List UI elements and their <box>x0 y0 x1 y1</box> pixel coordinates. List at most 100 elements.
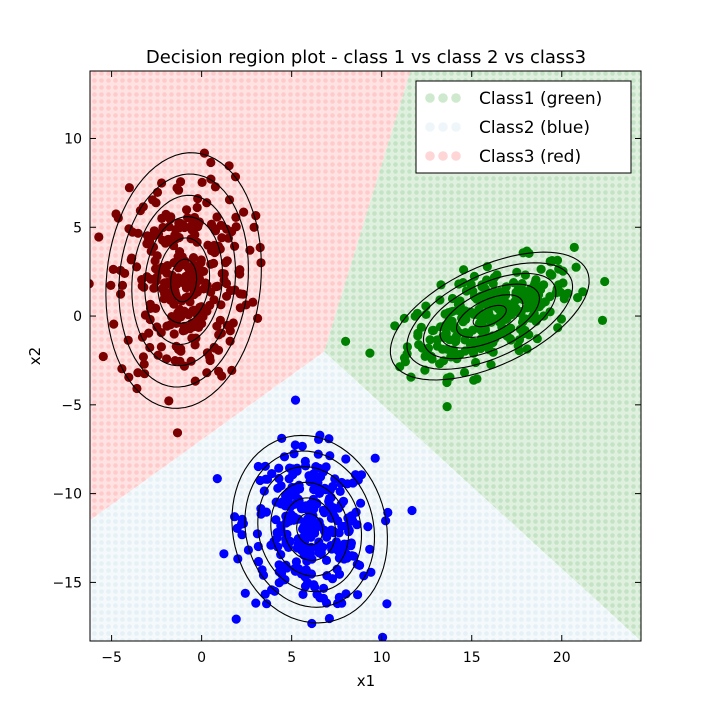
y-tick-label: −5 <box>61 398 82 414</box>
data-point <box>552 284 562 294</box>
data-point <box>460 306 470 316</box>
data-point <box>179 361 189 371</box>
legend-marker-dot <box>438 93 448 103</box>
data-point <box>571 262 581 272</box>
data-point <box>145 236 155 246</box>
data-point <box>221 278 232 289</box>
data-point <box>536 264 546 274</box>
contours-series-1 <box>389 251 590 381</box>
data-point <box>459 265 469 275</box>
data-point <box>348 478 358 488</box>
data-point <box>150 256 160 266</box>
data-point <box>520 270 531 280</box>
data-point <box>230 241 240 251</box>
data-point <box>324 434 334 444</box>
data-point <box>569 242 579 252</box>
data-point <box>506 323 516 333</box>
data-point <box>307 618 317 629</box>
data-point <box>471 357 481 368</box>
y-axis-label: x2 <box>26 347 44 365</box>
data-point <box>137 275 147 285</box>
data-point <box>526 300 536 310</box>
data-point <box>267 585 277 595</box>
data-point <box>378 632 388 641</box>
data-point <box>322 571 332 581</box>
data-point <box>251 211 261 221</box>
data-point <box>241 300 251 310</box>
data-point <box>421 301 431 311</box>
data-point <box>158 235 168 245</box>
data-point <box>219 549 229 559</box>
data-point <box>412 308 422 318</box>
legend-entry-class1: Class1 (green) <box>425 89 602 109</box>
data-point <box>365 544 375 554</box>
data-point <box>455 349 465 359</box>
data-point <box>451 333 461 343</box>
data-point <box>251 598 261 608</box>
data-point <box>502 314 512 324</box>
data-point <box>149 283 159 293</box>
data-point <box>324 493 334 504</box>
data-point <box>157 178 167 188</box>
data-point <box>195 302 205 312</box>
data-point <box>260 589 270 599</box>
data-point <box>425 351 435 361</box>
data-point <box>262 599 272 609</box>
data-point <box>453 305 463 315</box>
legend-entry-class2: Class2 (blue) <box>425 118 590 138</box>
data-point <box>117 280 128 290</box>
data-point <box>210 226 221 236</box>
data-point <box>231 614 241 624</box>
data-point <box>445 372 455 382</box>
y-tick-label: −10 <box>52 487 82 503</box>
x-axis-label: x1 <box>357 672 375 690</box>
data-point <box>209 295 219 305</box>
data-point <box>443 308 453 318</box>
contour-line <box>231 434 388 624</box>
contour-line <box>170 258 198 303</box>
y-tick-label: 5 <box>73 220 82 236</box>
data-point <box>314 548 324 558</box>
data-point <box>182 205 192 215</box>
contour-line <box>157 237 211 324</box>
contour-line <box>144 216 224 345</box>
contour-line <box>422 272 557 360</box>
data-point <box>304 471 314 481</box>
data-point <box>186 356 196 366</box>
data-point <box>202 198 212 208</box>
data-point <box>220 258 231 268</box>
data-point <box>156 328 166 338</box>
data-point <box>341 454 351 464</box>
data-point <box>413 328 423 338</box>
region-class1 <box>324 71 641 641</box>
x-tick-label: 15 <box>463 650 481 666</box>
contours-series-2 <box>231 434 388 624</box>
data-point <box>297 441 307 451</box>
data-point <box>553 323 563 333</box>
data-point <box>260 461 270 471</box>
data-point <box>488 279 498 289</box>
data-point <box>210 182 220 192</box>
data-point <box>300 456 310 466</box>
data-point <box>363 522 373 532</box>
data-point <box>277 497 287 507</box>
data-point <box>273 483 283 493</box>
data-point <box>206 157 216 168</box>
data-point <box>185 324 195 334</box>
legend-marker-class3 <box>425 151 461 161</box>
data-point <box>356 498 366 508</box>
data-point <box>237 530 247 540</box>
data-point <box>318 593 329 604</box>
data-point <box>421 309 431 319</box>
data-point <box>292 463 302 473</box>
data-point <box>199 148 209 158</box>
data-point <box>406 372 416 382</box>
x-tick-label: −5 <box>101 650 122 666</box>
legend-label-class3: Class3 (red) <box>479 147 581 167</box>
data-point <box>274 527 284 538</box>
data-point <box>309 580 319 590</box>
data-point <box>490 287 501 298</box>
legend-label-class1: Class1 (green) <box>479 89 602 109</box>
data-point <box>400 357 410 367</box>
